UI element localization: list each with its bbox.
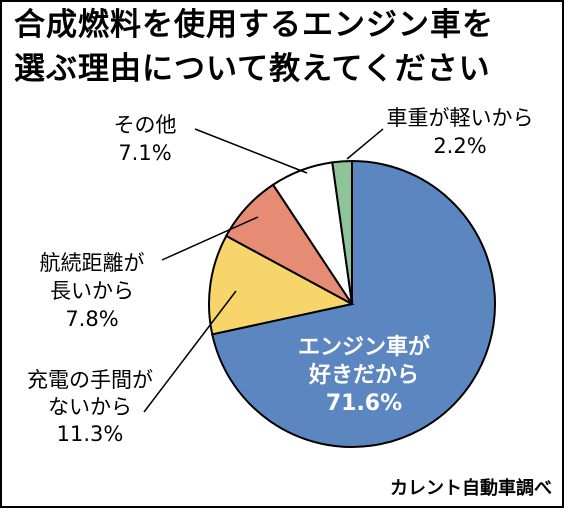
pie-slice-light [331, 159, 353, 305]
source-note: カレント自動車調べ [390, 478, 552, 499]
slice-label-refuel-line-0: 充電の手間が [27, 368, 153, 392]
slice-label-light-line-0: 車重が軽いから [387, 106, 534, 130]
slice-label-refuel-line-1: ないから [48, 395, 132, 419]
pie-slices [208, 159, 496, 448]
slice-label-range-line-0: 航続距離が [40, 251, 145, 275]
leader-line-refuel [143, 290, 237, 413]
slice-label-range-line-1: 長いから [50, 279, 134, 303]
slice-label-other-line-0: その他 [114, 113, 177, 137]
leader-line-range [161, 216, 259, 261]
leader-lines [143, 128, 384, 413]
chart-title-line-1: 合成燃料を使用するエンジン車を [14, 7, 494, 43]
pie-slice-refuel [208, 234, 355, 336]
leader-line-light [346, 128, 384, 160]
slice-label-light-line-1: 2.2% [433, 134, 486, 158]
chart-title-line-2: 選ぶ理由について教えてください [14, 51, 491, 87]
slice-label-engine-line-2: 71.6% [326, 391, 402, 416]
slice-label-other-line-1: 7.1% [118, 141, 171, 165]
slice-label-refuel-line-2: 11.3% [57, 422, 124, 446]
leader-line-other [194, 128, 308, 174]
slice-label-engine-line-1: 好きだから [308, 362, 419, 388]
slice-label-range-line-2: 7.8% [65, 307, 118, 331]
slice-label-engine-line-0: エンジン車が [298, 334, 430, 360]
